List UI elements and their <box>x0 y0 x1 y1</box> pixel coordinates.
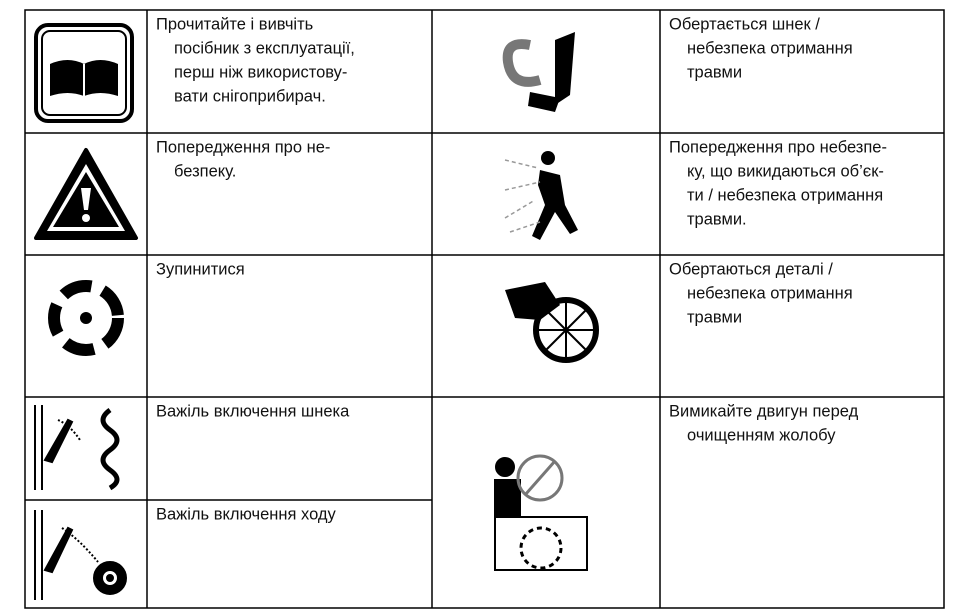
cell-text: безпеку. <box>174 162 236 180</box>
cell-text: травми <box>687 308 742 326</box>
cell-text: травми <box>687 63 742 81</box>
cell-text: посібник з експлуатації, <box>174 39 355 57</box>
table-border <box>24 9 945 609</box>
cell-text: Важіль включення шнека <box>156 402 350 420</box>
cell-texts: Прочитайте і вивчіть посібник з експлуата… <box>156 15 887 523</box>
cell-text: Обертається шнек / <box>669 15 820 33</box>
cell-text: очищенням жолобу <box>687 426 836 444</box>
cell-text: ти / небезпека отримання <box>687 186 883 204</box>
cell-text: вати снігоприбирач. <box>174 87 326 105</box>
auger-lever-icon <box>34 405 120 491</box>
stop-icon <box>48 280 124 356</box>
cell-text: Важіль включення ходу <box>156 505 337 523</box>
warning-icon <box>34 148 138 240</box>
cell-text: Зупинитися <box>156 260 245 278</box>
cell-text: Обертаються деталі / <box>669 260 833 278</box>
rotating-parts-icon <box>505 282 599 363</box>
auger-hazard-icon <box>502 32 575 112</box>
cell-text: небезпека отримання <box>687 39 853 57</box>
cell-text: перш ніж використову- <box>174 63 347 81</box>
cell-text: Прочитайте і вивчіть <box>156 15 313 33</box>
book-icon <box>34 23 134 123</box>
cell-text: Вимикайте двигун перед <box>669 402 859 420</box>
cell-text: Попередження про не- <box>156 138 330 156</box>
drive-lever-icon <box>34 510 127 600</box>
cell-text: небезпека отримання <box>687 284 853 302</box>
thrown-objects-icon <box>504 151 578 240</box>
cell-text: Попередження про небезпе- <box>669 138 887 156</box>
cell-text: травми. <box>687 210 747 228</box>
cell-text: ку, що викидаються об’єк- <box>687 162 884 180</box>
table-grid <box>24 9 945 609</box>
chute-clearing-icon <box>494 454 588 571</box>
